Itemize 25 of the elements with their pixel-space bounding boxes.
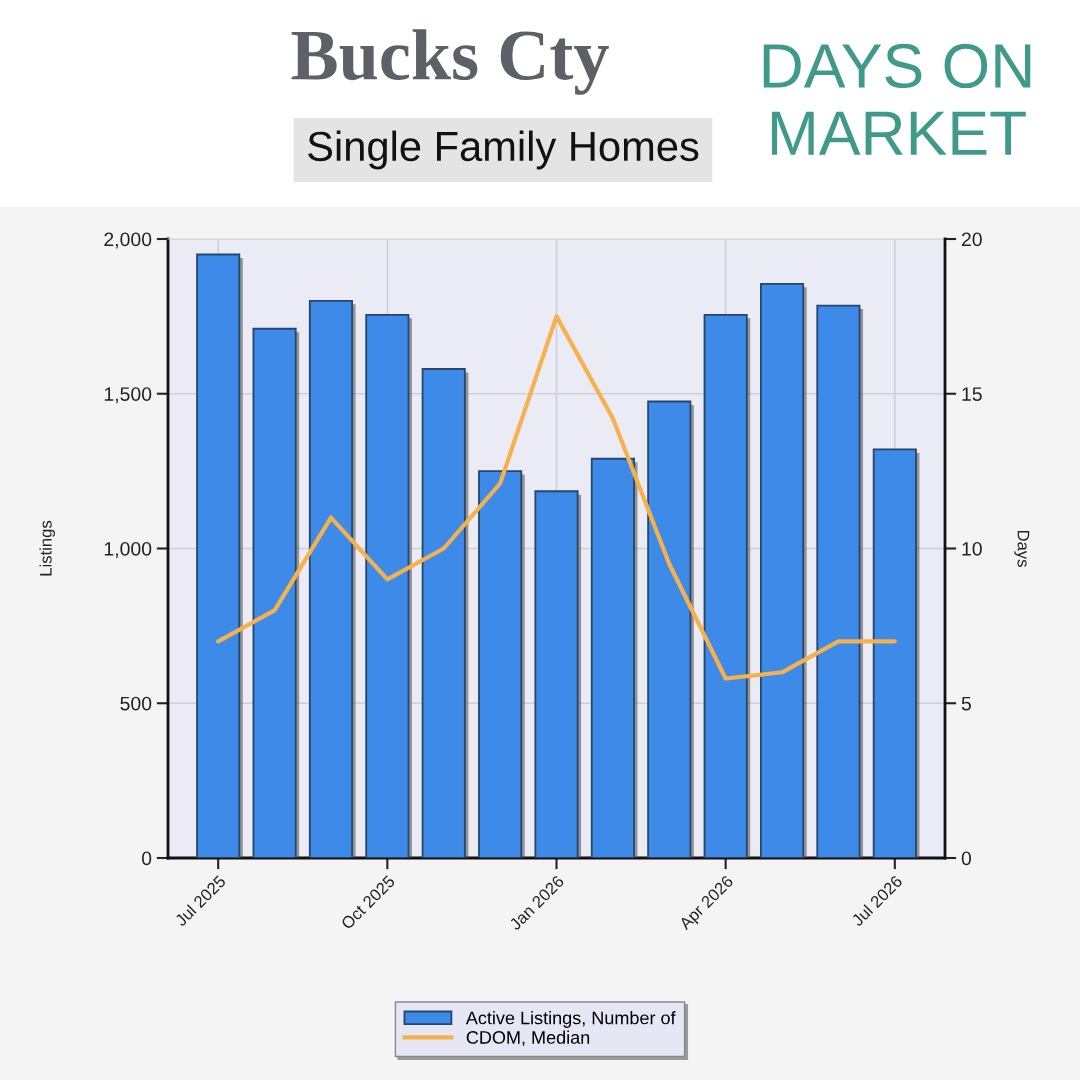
chart-title: Bucks Cty (291, 29, 609, 95)
y-tick-label: 0 (141, 851, 152, 866)
legend-label: CDOM, Median (466, 1030, 590, 1046)
legend-label: Active Listings, Number of (465, 1011, 676, 1028)
bar (759, 282, 805, 858)
y-axis-title: Listings (39, 520, 55, 576)
y2-tick-label: 15 (962, 387, 982, 401)
y2-tick-label: 5 (961, 696, 971, 711)
y-tick-label: 1,500 (104, 387, 152, 404)
text: DAYS ON MARKET (763, 43, 1031, 155)
bar (196, 253, 241, 858)
chart-subtitle: Single Family Homes (308, 130, 699, 170)
y-tick-label: 2,000 (104, 232, 152, 249)
bar (308, 299, 354, 858)
bar (647, 400, 692, 858)
y-tick-label: 1,000 (104, 541, 152, 559)
line-series (216, 314, 897, 681)
y2-tick-label: 20 (961, 232, 982, 247)
y2-axis-title: Days (1014, 530, 1030, 567)
bar (816, 304, 861, 858)
y2-tick-label: 0 (961, 851, 972, 866)
bar (478, 470, 523, 858)
bar (365, 313, 410, 858)
y-tick-label: 500 (120, 696, 152, 711)
y2-tick-label: 10 (962, 541, 982, 556)
